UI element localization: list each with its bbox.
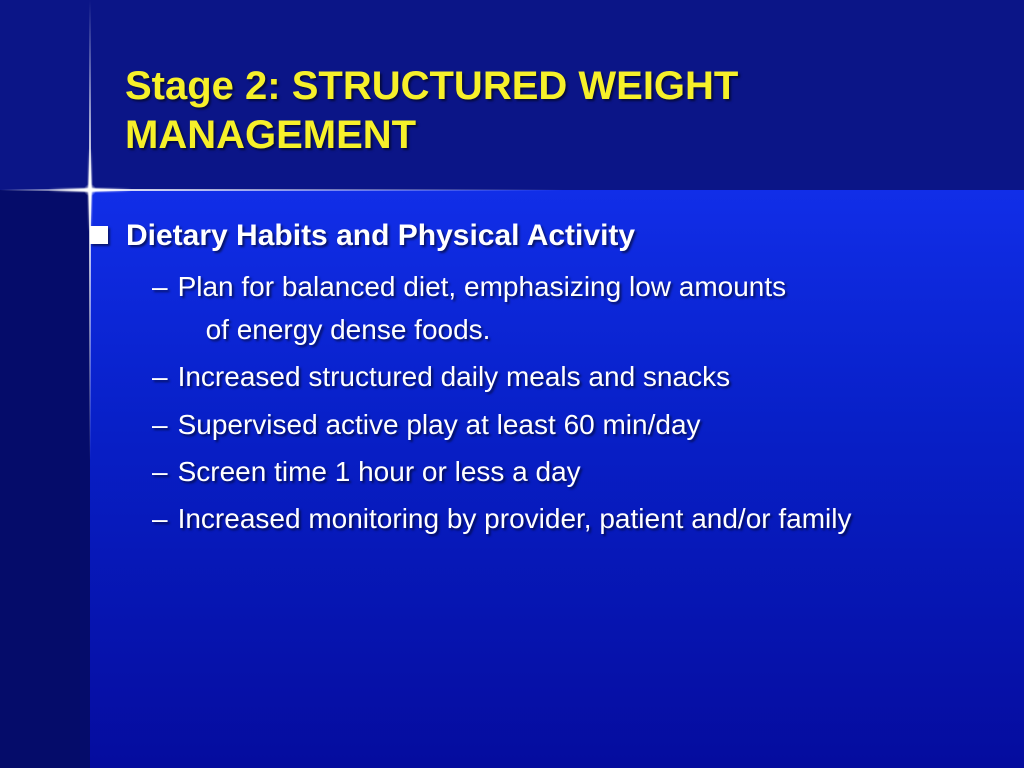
sub-bullet-text: Plan for balanced diet, emphasizing low … — [178, 265, 990, 352]
dash-icon: – — [152, 265, 168, 308]
dash-icon: – — [152, 497, 168, 540]
divider-horizontal — [0, 189, 1024, 191]
slide: Stage 2: STRUCTURED WEIGHT MANAGEMENT Di… — [0, 0, 1024, 768]
sub-bullet-item: – Screen time 1 hour or less a day — [152, 450, 990, 493]
sub-bullet-text: Increased structured daily meals and sna… — [178, 355, 990, 398]
sub-bullet-line: Plan for balanced diet, emphasizing low … — [178, 271, 787, 302]
sub-bullet-cont: of energy dense foods. — [178, 308, 990, 351]
bullet-label: Dietary Habits and Physical Activity — [126, 216, 635, 257]
sub-bullet-item: – Increased monitoring by provider, pati… — [152, 497, 990, 540]
sub-bullet-list: – Plan for balanced diet, emphasizing lo… — [152, 265, 990, 541]
sub-bullet-item: – Increased structured daily meals and s… — [152, 355, 990, 398]
bullet-marker-icon — [90, 226, 108, 244]
sub-bullet-text: Increased monitoring by provider, patien… — [178, 497, 990, 540]
dash-icon: – — [152, 355, 168, 398]
sub-bullet-text: Supervised active play at least 60 min/d… — [178, 403, 990, 446]
slide-title: Stage 2: STRUCTURED WEIGHT MANAGEMENT — [125, 62, 955, 160]
sub-bullet-item: – Plan for balanced diet, emphasizing lo… — [152, 265, 990, 352]
bullet-item: Dietary Habits and Physical Activity — [90, 216, 990, 257]
sub-bullet-text: Screen time 1 hour or less a day — [178, 450, 990, 493]
dash-icon: – — [152, 403, 168, 446]
sub-bullet-item: – Supervised active play at least 60 min… — [152, 403, 990, 446]
slide-content: Dietary Habits and Physical Activity – P… — [90, 216, 990, 545]
dash-icon: – — [152, 450, 168, 493]
